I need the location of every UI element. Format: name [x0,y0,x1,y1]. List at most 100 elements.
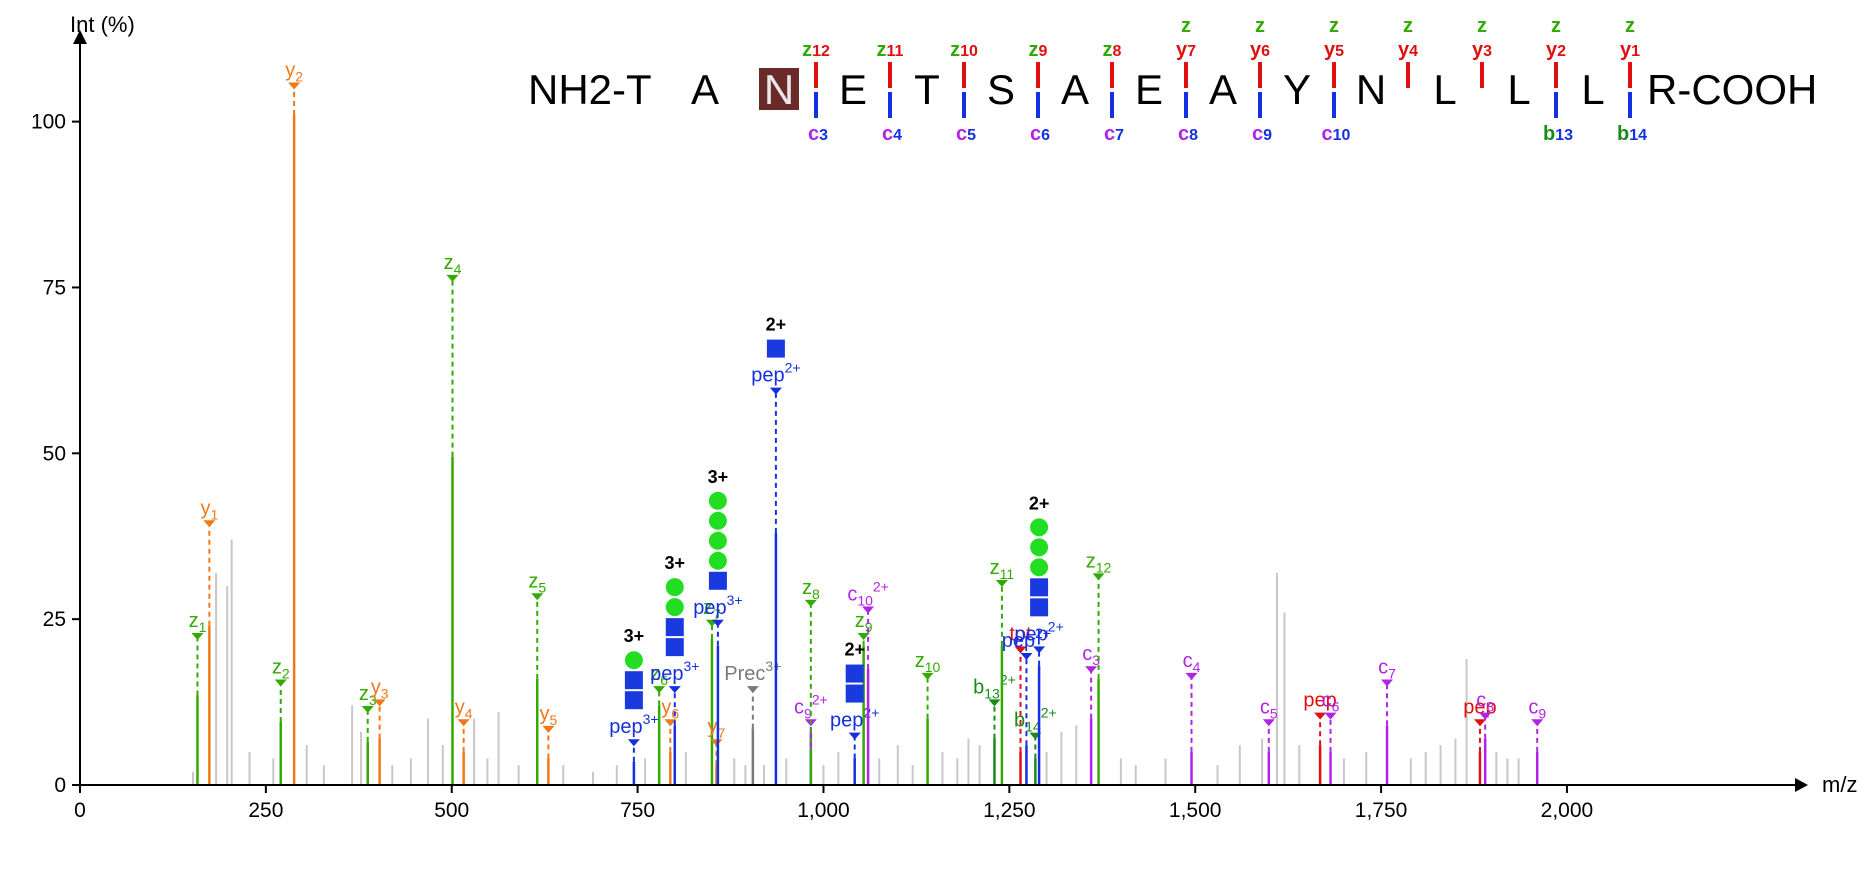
peak-marker [1085,666,1098,674]
peak-label-index: 2 [295,68,303,84]
peptide-residues: A N E T S A E A Y N L L Lz12c3z11c4z10c5z9c6z8c7zy7c… [691,15,1647,145]
residue-letter: Y [1283,66,1311,113]
peak-label-ion: z [650,663,660,685]
peak-label: c6 [1322,690,1340,715]
glycan-hex-circle [624,651,643,670]
peak-label: z12 [1086,550,1112,575]
peak-label: z9 [855,610,873,635]
peak-label: y1 [200,497,218,522]
peak-marker [711,619,724,627]
peptide-sequence-map: NH2-T A N E T S A E A Y N L L Lz12c3z11c4z10c5z9c6z8… [528,15,1817,145]
cleavage-z-label: z [1625,15,1635,37]
peak-label: pep2+ [1002,625,1051,652]
peak-label-index: 6 [660,672,668,688]
peak-label: pep3+ [693,592,742,619]
peak-marker [857,633,870,641]
peak-label-ion: z [272,656,282,678]
peak-marker [995,579,1008,587]
residue-letter: L [1507,66,1530,113]
residue-letter: A [691,66,719,113]
peak-label: z3 [359,683,377,708]
peak-label: c3 [1082,643,1100,668]
x-tick-label: 250 [248,799,283,822]
peak-marker [1314,712,1327,720]
peak-label-ion: pep [693,597,726,619]
cleavage-z-label: z12 [802,39,830,61]
x-axis-arrow [1795,778,1808,792]
peptide-cterm: R-COOH [1647,66,1817,113]
peak-label: y2 [285,59,303,84]
glycan-hex-circle [1030,518,1049,537]
glycan-charge-label: 3+ [708,467,729,487]
peak-label: z6 [650,663,668,688]
glycan-hexnac-square [665,618,684,637]
peak-label: z2 [272,656,290,681]
peak-label-ion: Prec [724,663,765,685]
axes: Int (%) m/z [70,12,1857,797]
peak-label-index: 2 [282,665,290,681]
peak-marker [361,706,374,714]
residue-letter: T [914,66,940,113]
peak-label-charge: 2+ [1041,705,1057,721]
peak-label: z5 [528,570,546,595]
cleavage-z-label: z [1329,15,1339,37]
unassigned-peaks [192,539,1520,785]
peak-label-index: 4 [454,261,462,277]
glycan-hexnac-square [766,339,785,358]
peak-label-index: 7 [718,725,726,741]
peak-marker [746,686,759,694]
peak-label-charge: 2+ [873,579,889,595]
peak-label-index: 8 [1486,699,1494,715]
peak-label-index: 9 [865,619,873,635]
cleavage-y-label: y4 [1398,39,1418,61]
peak-label: c92+ [794,691,828,721]
peak-label-charge: 3+ [643,711,659,727]
peak-label-ion: z [990,557,1000,579]
peak-label-charge: 2+ [863,705,879,721]
peptide-nterm: NH2-T [528,66,652,113]
peak-label: z4 [444,252,462,277]
glycan-hexnac-square [1030,578,1049,597]
peak-label: tot [1009,623,1032,645]
peak-label-index: 7 [1388,665,1396,681]
x-tick-label: 500 [434,799,469,822]
peak-marker [203,520,216,528]
peak-label: y5 [539,703,557,728]
peak-label-ion: y [371,676,381,698]
peak-label-index: 14 [1025,719,1041,735]
peak-label-index: 8 [812,586,820,602]
peak-label-index: 3 [369,692,377,708]
residue-letter: N [764,66,794,113]
glycan-charge-label: 2+ [844,640,865,660]
glycan-hexnac-square [665,638,684,657]
peak-label: pep3+ [650,658,699,685]
cleavage-z-index: 10 [960,43,978,60]
peak-marker [921,672,934,680]
peak-label-ion: c [794,696,804,718]
peak-marker [862,606,875,614]
peak-label-ion: pep [830,710,863,732]
peak-label-ion: y [661,696,671,718]
peak-label-charge: 3+ [683,658,699,674]
glycan-hexnac-square [845,664,864,683]
peak-label-ion: z [855,610,865,632]
x-tick-label: 1,250 [983,799,1036,822]
peak-marker [1262,719,1275,727]
peak-label: c5 [1260,696,1278,721]
peak-label-index: 3 [1092,652,1100,668]
peak-label: z11 [990,557,1015,582]
peak-label-ion: z [802,577,812,599]
peak-label: c102+ [847,579,889,609]
peak-label-ion: z [359,683,369,705]
peak-label: y4 [455,696,473,721]
peak-label-index: 9 [1538,705,1546,721]
cleavage-z-label: z [1255,15,1265,37]
peak-label-index: 5 [1270,705,1278,721]
peak-label-charge: 3+ [765,658,781,674]
peak-marker [1185,672,1198,680]
cleavage-y-label: y5 [1324,39,1344,61]
peak-label-index: 10 [857,593,873,609]
cleavage-y-label: y3 [1472,39,1492,61]
y-tick-label: 75 [43,276,66,299]
peak-label: pep2+ [830,705,879,732]
